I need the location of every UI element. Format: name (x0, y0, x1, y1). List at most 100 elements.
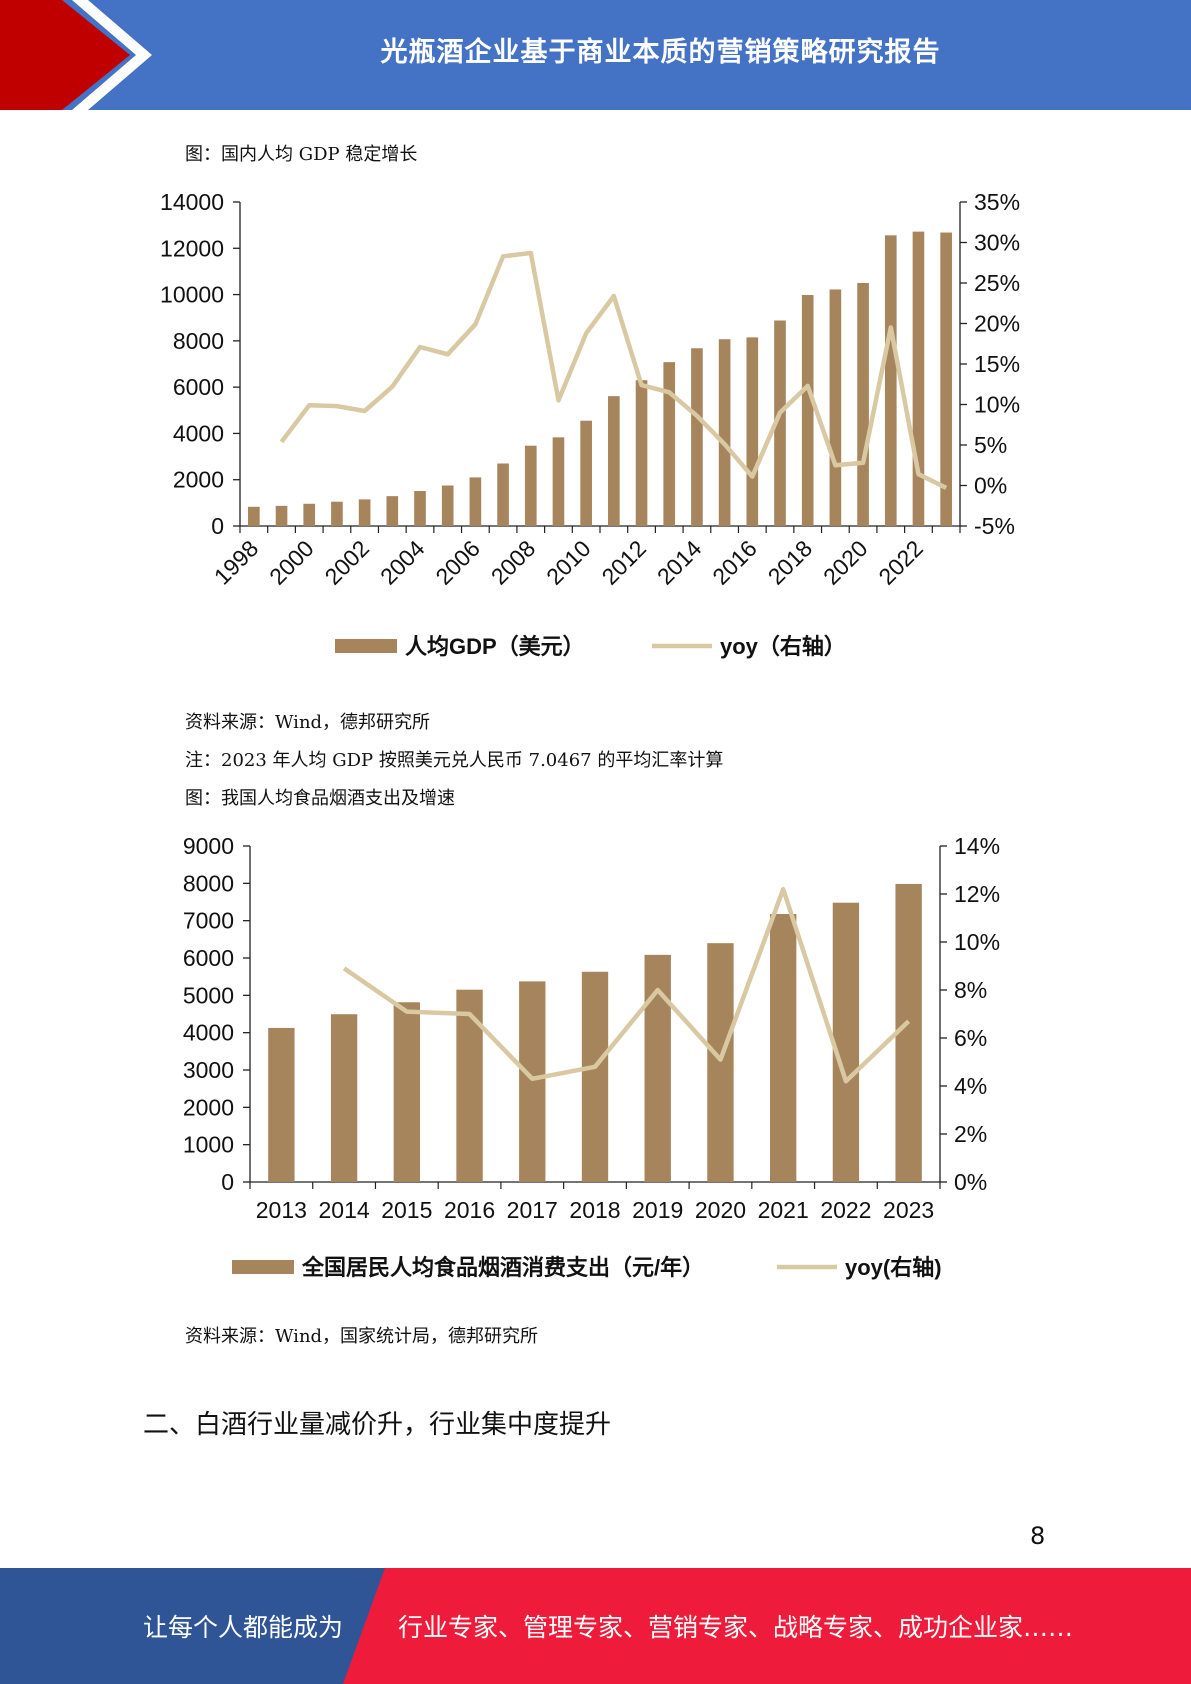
right-tick-label: 8% (954, 977, 987, 1003)
bar (940, 232, 952, 526)
right-tick-label: 35% (974, 189, 1020, 215)
right-tick-label: 12% (954, 881, 1000, 907)
right-tick-label: 14% (954, 833, 1000, 859)
right-tick-label: 0% (974, 473, 1007, 499)
left-tick-label: 4000 (173, 420, 224, 446)
legend-line-label: yoy(右轴) (845, 1255, 942, 1280)
left-tick-label: 3000 (183, 1057, 234, 1083)
left-tick-label: 7000 (183, 908, 234, 934)
legend-bar-swatch (335, 639, 397, 653)
right-tick-label: 4% (954, 1073, 987, 1099)
page-number: 8 (1030, 1522, 1046, 1550)
header-white-chevron (72, 0, 152, 110)
right-tick-label: 20% (974, 311, 1020, 337)
figure1-caption: 图：国内人均 GDP 稳定增长 (185, 144, 418, 165)
legend-line-label: yoy（右轴） (720, 634, 846, 659)
x-tick-label: 2013 (256, 1197, 307, 1223)
left-tick-label: 6000 (173, 374, 224, 400)
header-red-arrow (0, 0, 130, 110)
left-tick-label: 9000 (183, 833, 234, 859)
x-tick-label: 2023 (883, 1197, 934, 1223)
bar (268, 1027, 295, 1182)
bar (608, 396, 620, 526)
x-tick-label: 2022 (820, 1197, 871, 1223)
bar (691, 348, 703, 526)
figure2-source: 资料来源：Wind，国家统计局，德邦研究所 (185, 1326, 539, 1347)
bar (718, 339, 731, 526)
bar (331, 501, 343, 526)
legend-bar-label: 人均GDP（美元） (405, 634, 585, 659)
x-tick-label: 2020 (695, 1197, 746, 1223)
bar (248, 506, 260, 526)
bar (275, 505, 288, 526)
figure2-caption: 图：我国人均食品烟酒支出及增速 (185, 788, 455, 809)
footer-slogan-right: 行业专家、管理专家、营销专家、战略专家、成功企业家…… (398, 1613, 1074, 1642)
bar (857, 283, 869, 526)
left-tick-label: 0 (211, 513, 224, 539)
bar (801, 295, 814, 526)
bar (441, 485, 454, 526)
x-tick-label: 2015 (381, 1197, 432, 1223)
x-tick-label: 2022 (873, 535, 928, 590)
legend-bar-swatch (232, 1260, 294, 1274)
x-tick-label: 2014 (319, 1197, 370, 1223)
bar (912, 231, 925, 526)
bar (746, 337, 759, 526)
x-tick-label: 2018 (763, 535, 818, 590)
bar (884, 235, 897, 526)
left-tick-label: 10000 (160, 282, 224, 308)
bar (770, 914, 797, 1182)
left-tick-label: 0 (221, 1169, 234, 1195)
bar (393, 1002, 420, 1182)
yoy-line (342, 886, 911, 1084)
right-tick-label: 0% (954, 1169, 987, 1195)
bar (832, 902, 860, 1182)
bar (303, 503, 316, 526)
bar (663, 362, 676, 526)
page-footer: 让每个人都能成为 行业专家、管理专家、营销专家、战略专家、成功企业家…… (0, 1568, 1191, 1684)
bar (358, 499, 371, 526)
bar (497, 463, 509, 526)
bar (552, 437, 565, 526)
header-title: 光瓶酒企业基于商业本质的营销策略研究报告 (380, 37, 941, 68)
bar (829, 289, 842, 526)
x-tick-label: 2000 (264, 535, 319, 590)
x-tick-label: 2020 (818, 535, 873, 590)
x-tick-label: 2014 (652, 535, 707, 590)
x-tick-label: 2017 (507, 1197, 558, 1223)
bar (895, 883, 922, 1182)
bar (707, 943, 734, 1182)
right-tick-label: 10% (974, 392, 1020, 418)
bar (524, 445, 537, 526)
left-tick-label: 8000 (173, 328, 224, 354)
footer-blue-band (0, 1568, 385, 1684)
footer-decoration (0, 1568, 1191, 1684)
left-tick-label: 2000 (173, 467, 224, 493)
right-tick-label: 2% (954, 1121, 987, 1147)
x-tick-label: 2004 (375, 535, 430, 590)
x-tick-label: 2018 (569, 1197, 620, 1223)
x-tick-label: 2016 (707, 535, 762, 590)
bar (414, 491, 426, 526)
page-header: 光瓶酒企业基于商业本质的营销策略研究报告 (0, 0, 1191, 110)
figure1-source: 资料来源：Wind，德邦研究所 (185, 712, 431, 733)
x-tick-label: 2002 (320, 535, 375, 590)
bar (581, 971, 609, 1182)
x-tick-label: 2008 (486, 535, 541, 590)
right-tick-label: 25% (974, 270, 1020, 296)
x-tick-label: 2010 (541, 535, 596, 590)
right-tick-label: 6% (954, 1025, 987, 1051)
bar (469, 477, 482, 526)
food-spending-chart: 0 1000 2000 3000 4000 5000 6000 7000 8000 9000 0% 2… (183, 833, 1000, 1280)
bar (330, 1014, 358, 1182)
bar (519, 981, 546, 1182)
gdp-chart: 0 2000 4000 6000 8000 10000 12000 14000 -5% 0% 5% 1… (160, 189, 1020, 659)
right-tick-label: 5% (974, 432, 1007, 458)
right-tick-label: 10% (954, 929, 1000, 955)
left-tick-label: 1000 (183, 1132, 234, 1158)
header-decoration (0, 0, 152, 110)
bar (774, 320, 786, 526)
x-tick-label: 1998 (209, 535, 264, 590)
bar (456, 989, 483, 1182)
section-title: 二、白酒行业量减价升，行业集中度提升 (143, 1410, 612, 1440)
